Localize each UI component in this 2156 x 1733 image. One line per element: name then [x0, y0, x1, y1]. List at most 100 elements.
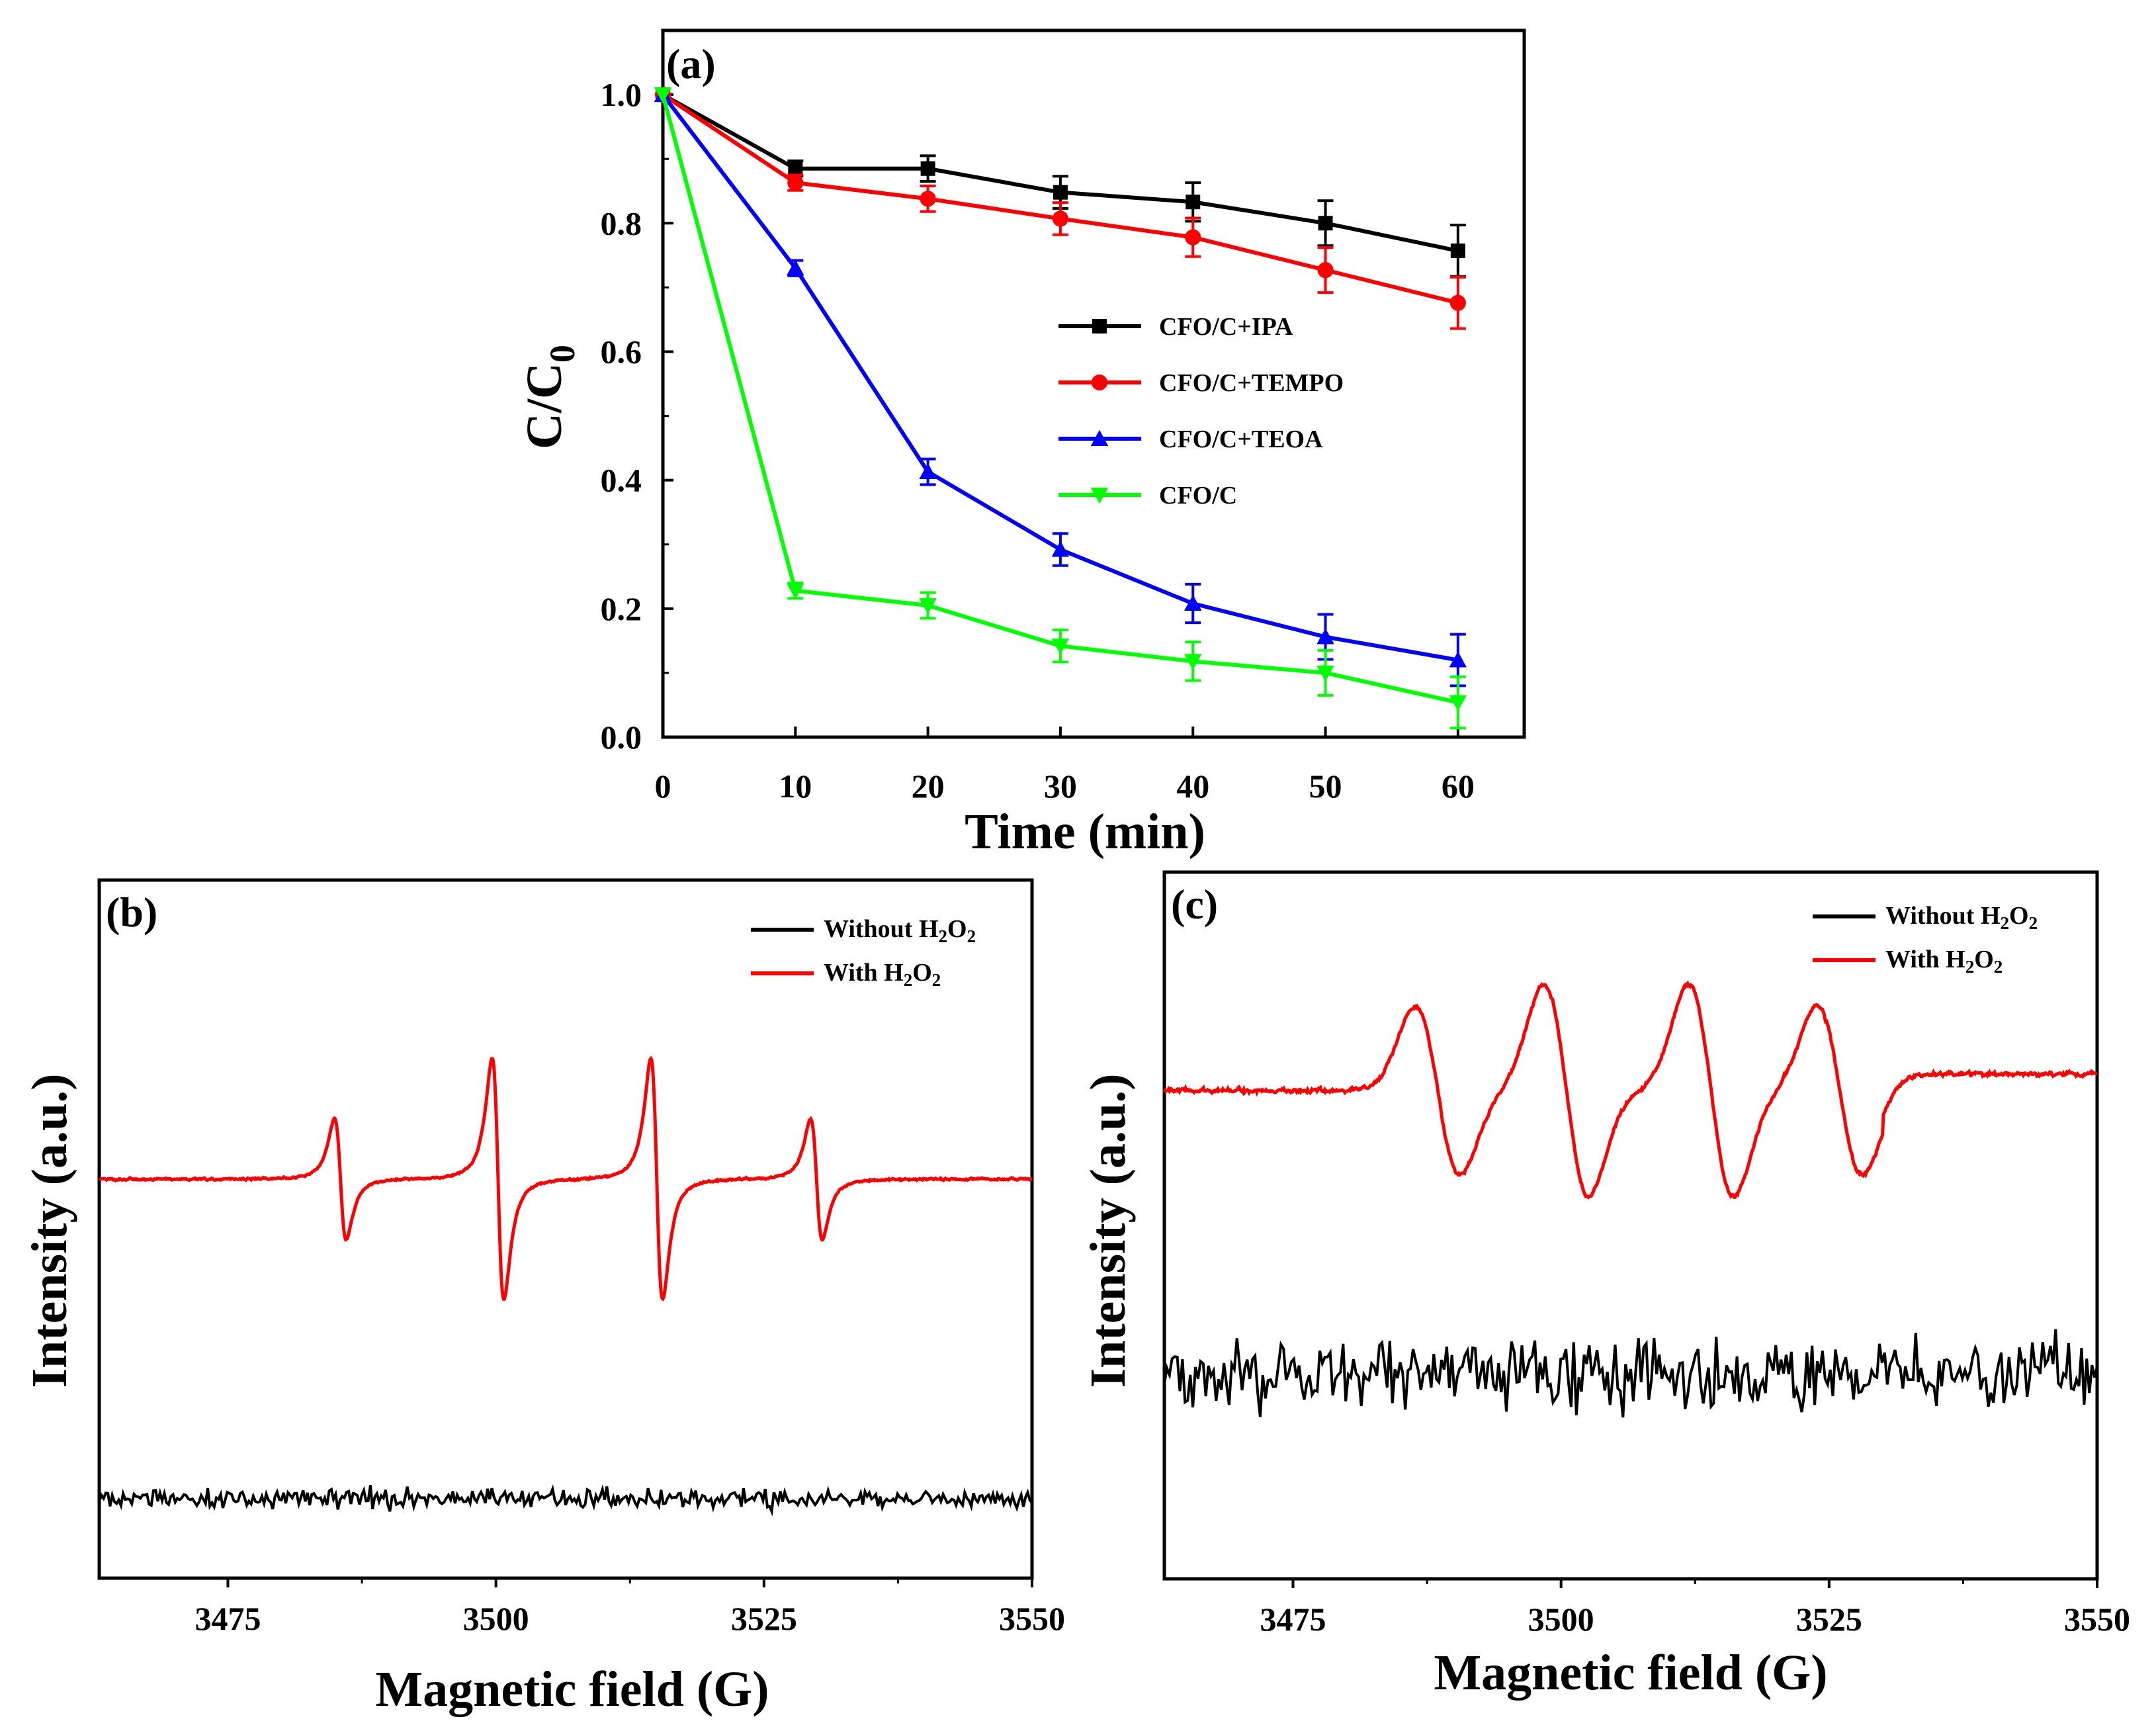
legend-label-subscript: 2 — [1994, 957, 2003, 977]
panel-a-y-axis-title-main: C/C — [517, 363, 572, 449]
y-tick-label: 0.8 — [601, 204, 642, 242]
panel-c-x-axis-title: Magnetic field (G) — [1434, 1645, 1827, 1701]
x-tick-label: 3525 — [1796, 1601, 1862, 1638]
panel-b-series — [98, 1055, 1033, 1517]
panel-c-label: (c) — [1171, 881, 1218, 928]
panel-a-legend: CFO/C+IPA CFO/C+TEMPO CFO/C+TEOA CFO/C — [1058, 313, 1344, 510]
data-point — [787, 583, 804, 600]
panel-b-x-axis-title: Magnetic field (G) — [375, 1662, 769, 1717]
panel-a-y-axis-title-subscript: 0 — [542, 345, 582, 363]
data-point — [1317, 262, 1334, 279]
data-point — [1184, 594, 1202, 611]
data-point — [787, 259, 804, 276]
x-tick-label: 3500 — [1528, 1601, 1594, 1638]
legend-label: CFO/C — [1159, 482, 1237, 510]
panel-c-series — [1162, 980, 2098, 1418]
x-tick-label: 3500 — [463, 1600, 529, 1637]
legend-label-text: Without H — [1885, 902, 2001, 930]
legend-label-text: With H — [824, 959, 904, 987]
y-tick-label: 1.0 — [601, 76, 642, 113]
legend-label-text: O — [912, 959, 932, 987]
legend-label-subscript: 2 — [932, 970, 941, 990]
panel-a-degradation-chart: (a) 0 10 20 30 40 50 60 0.0 0.2 0.4 0.6 0.8 1.0 CFO/… — [517, 28, 1526, 860]
panel-a-axes: 0 10 20 30 40 50 60 0.0 0.2 0.4 0.6 0.8 1.0 — [601, 76, 1475, 805]
legend-label: CFO/C+TEMPO — [1159, 369, 1344, 397]
legend-label-subscript: 2 — [967, 926, 976, 946]
data-point — [1316, 665, 1334, 682]
x-tick-label: 0 — [655, 768, 671, 805]
legend-label-subscript: 2 — [904, 970, 913, 990]
legend-label-text: O — [2009, 902, 2029, 930]
legend-label-subscript: 2 — [2001, 913, 2010, 933]
data-point — [788, 161, 803, 176]
without-h2o2-curve — [98, 1484, 1033, 1517]
legend-label-text: O — [1974, 946, 1994, 973]
y-tick-label: 0.6 — [601, 333, 642, 370]
legend-label-subscript: 2 — [2029, 913, 2038, 933]
data-point — [1449, 294, 1466, 311]
with-h2o2-curve — [99, 1055, 1033, 1302]
legend-label: With H2O2 — [1885, 946, 2003, 977]
panel-c-y-axis-title: Intensity (a.u.) — [1080, 1073, 1136, 1388]
data-point — [1316, 628, 1334, 644]
x-tick-label: 3525 — [731, 1600, 797, 1637]
legend-label: With H2O2 — [824, 959, 941, 990]
x-tick-label: 20 — [912, 768, 945, 805]
x-tick-label: 30 — [1044, 768, 1077, 805]
data-point — [1051, 541, 1070, 557]
legend-marker — [1090, 488, 1109, 504]
with-h2o2-curve — [1162, 980, 2098, 1200]
data-point — [920, 191, 936, 207]
y-tick-label: 0.2 — [601, 590, 642, 627]
data-point — [1450, 244, 1465, 259]
legend-label: CFO/C+TEOA — [1159, 425, 1323, 453]
panel-b-y-axis-title: Intensity (a.u.) — [22, 1073, 77, 1388]
legend-label-text: With H — [1885, 946, 1965, 973]
legend-label: Without H2O2 — [824, 915, 976, 946]
legend-label-text: O — [947, 915, 967, 943]
x-tick-label: 3550 — [999, 1600, 1065, 1637]
data-point — [1051, 639, 1070, 655]
data-point — [787, 175, 804, 191]
legend-label: Without H2O2 — [1885, 902, 2038, 933]
data-point — [1184, 654, 1202, 670]
panel-c-axes: 3475 3500 3525 3550 — [1260, 1579, 2130, 1638]
panel-c-plot-frame — [1162, 870, 2099, 1581]
x-tick-label: 3550 — [2064, 1601, 2130, 1638]
x-tick-label: 50 — [1309, 768, 1342, 805]
legend-label-text: Without H — [824, 915, 939, 943]
panel-a-plot-frame — [661, 28, 1526, 739]
legend-marker — [1091, 374, 1108, 391]
legend-marker — [1092, 319, 1107, 333]
data-point — [1186, 195, 1201, 210]
data-point — [1053, 185, 1068, 200]
legend-marker — [1090, 429, 1109, 446]
without-h2o2-curve — [1163, 1329, 2098, 1418]
x-tick-label: 60 — [1442, 768, 1475, 805]
data-point — [1318, 216, 1333, 231]
x-tick-label: 3475 — [194, 1600, 261, 1637]
x-tick-label: 10 — [779, 768, 812, 805]
x-tick-label: 40 — [1176, 768, 1209, 805]
panel-a-label: (a) — [666, 40, 716, 87]
panel-a-y-axis-title: C/C0 — [517, 345, 582, 449]
panel-b-axes: 3475 3500 3525 3550 — [194, 1578, 1065, 1637]
data-point — [1449, 651, 1467, 668]
panel-b-label: (b) — [106, 889, 157, 936]
data-point — [919, 598, 937, 615]
panel-a-x-axis-title: Time (min) — [965, 804, 1205, 860]
y-tick-label: 0.0 — [601, 719, 642, 756]
data-point — [920, 161, 935, 176]
data-point — [1449, 695, 1467, 711]
panel-b-plot-frame — [97, 878, 1034, 1580]
legend-label-subscript: 2 — [1965, 957, 1975, 977]
panel-a-series — [654, 85, 1467, 730]
data-point — [1052, 210, 1069, 227]
legend-label-subscript: 2 — [939, 926, 948, 946]
x-tick-label: 3475 — [1260, 1601, 1326, 1638]
